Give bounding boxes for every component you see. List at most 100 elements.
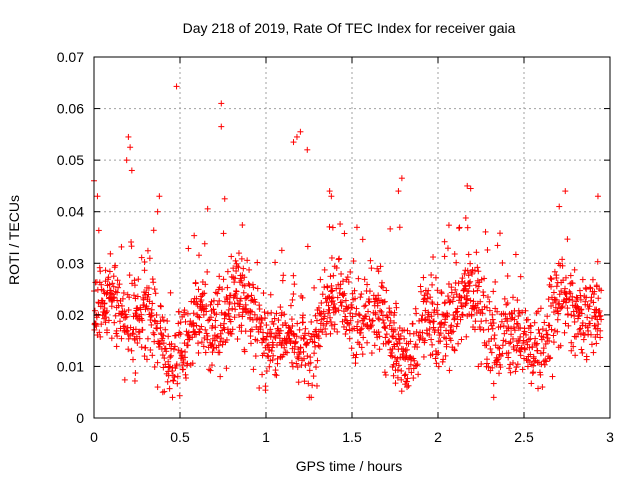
data-point [111,294,118,301]
data-point [326,223,333,230]
data-point [535,308,542,315]
data-point [573,333,580,340]
data-point [538,361,545,368]
data-point [464,224,471,231]
data-point [530,369,537,376]
data-point [343,326,350,333]
data-point [576,326,583,333]
data-point [104,329,111,336]
data-point [554,328,561,335]
data-point [366,299,373,306]
data-point [402,371,409,378]
data-point [204,268,211,275]
data-point [306,367,313,374]
data-point [106,268,113,275]
data-point [287,337,294,344]
data-point [215,342,222,349]
data-point [277,327,284,334]
data-point [360,334,367,341]
data-point [350,258,357,265]
data-point [349,304,356,311]
data-point [142,344,149,351]
data-point [544,331,551,338]
data-point [564,311,571,318]
data-point [342,330,349,337]
data-point [232,257,239,264]
data-point [148,321,155,328]
data-point [250,284,257,291]
data-point [221,195,228,202]
data-point [157,303,164,310]
data-point [548,303,555,310]
data-point [198,339,205,346]
data-point [132,370,139,377]
data-point [568,339,575,346]
data-point [346,335,353,342]
data-point [515,313,522,320]
data-point [271,315,278,322]
data-point [220,276,227,283]
data-point [413,310,420,317]
data-point [193,300,200,307]
data-point [333,264,340,271]
data-point [123,157,130,164]
data-point [444,293,451,300]
data-point [180,359,187,366]
data-point [301,378,308,385]
data-point [467,185,474,192]
data-point [548,326,555,333]
data-point [114,289,121,296]
data-point [221,320,228,327]
data-point [444,311,451,318]
data-point [173,361,180,368]
data-point [182,374,189,381]
data-point [401,335,408,342]
data-point [217,373,224,380]
data-point [514,361,521,368]
y-tick-label: 0.02 [57,307,84,323]
data-point [549,299,556,306]
data-point [330,272,337,279]
data-point [259,371,266,378]
data-point [423,298,430,305]
data-point [534,340,541,347]
data-point [590,349,597,356]
data-point [557,342,564,349]
data-point [113,327,120,334]
data-point [212,324,219,331]
data-point [481,275,488,282]
data-point [277,304,284,311]
data-point [164,318,171,325]
data-point [467,260,474,267]
data-point [548,283,555,290]
data-point [561,329,568,336]
data-point [502,338,509,345]
y-tick-label: 0.05 [57,152,84,168]
data-point [256,305,263,312]
data-point [446,299,453,306]
data-point [546,337,553,344]
data-point [583,356,590,363]
data-point [245,280,252,287]
data-point [470,298,477,305]
data-point [398,367,405,374]
data-point [500,322,507,329]
data-point [91,307,98,314]
data-point [472,282,479,289]
data-point [541,319,548,326]
data-point [344,274,351,281]
data-point [489,364,496,371]
data-point [495,356,502,363]
data-point [386,308,393,315]
data-point [496,345,503,352]
data-point [328,193,335,200]
data-point [497,364,504,371]
x-tick-label: 1 [262,429,270,445]
data-point [250,366,257,373]
data-point [558,287,565,294]
data-point [291,349,298,356]
data-point [302,362,309,369]
data-point [119,295,126,302]
data-point [405,382,412,389]
x-tick-label: 1.5 [342,429,362,445]
